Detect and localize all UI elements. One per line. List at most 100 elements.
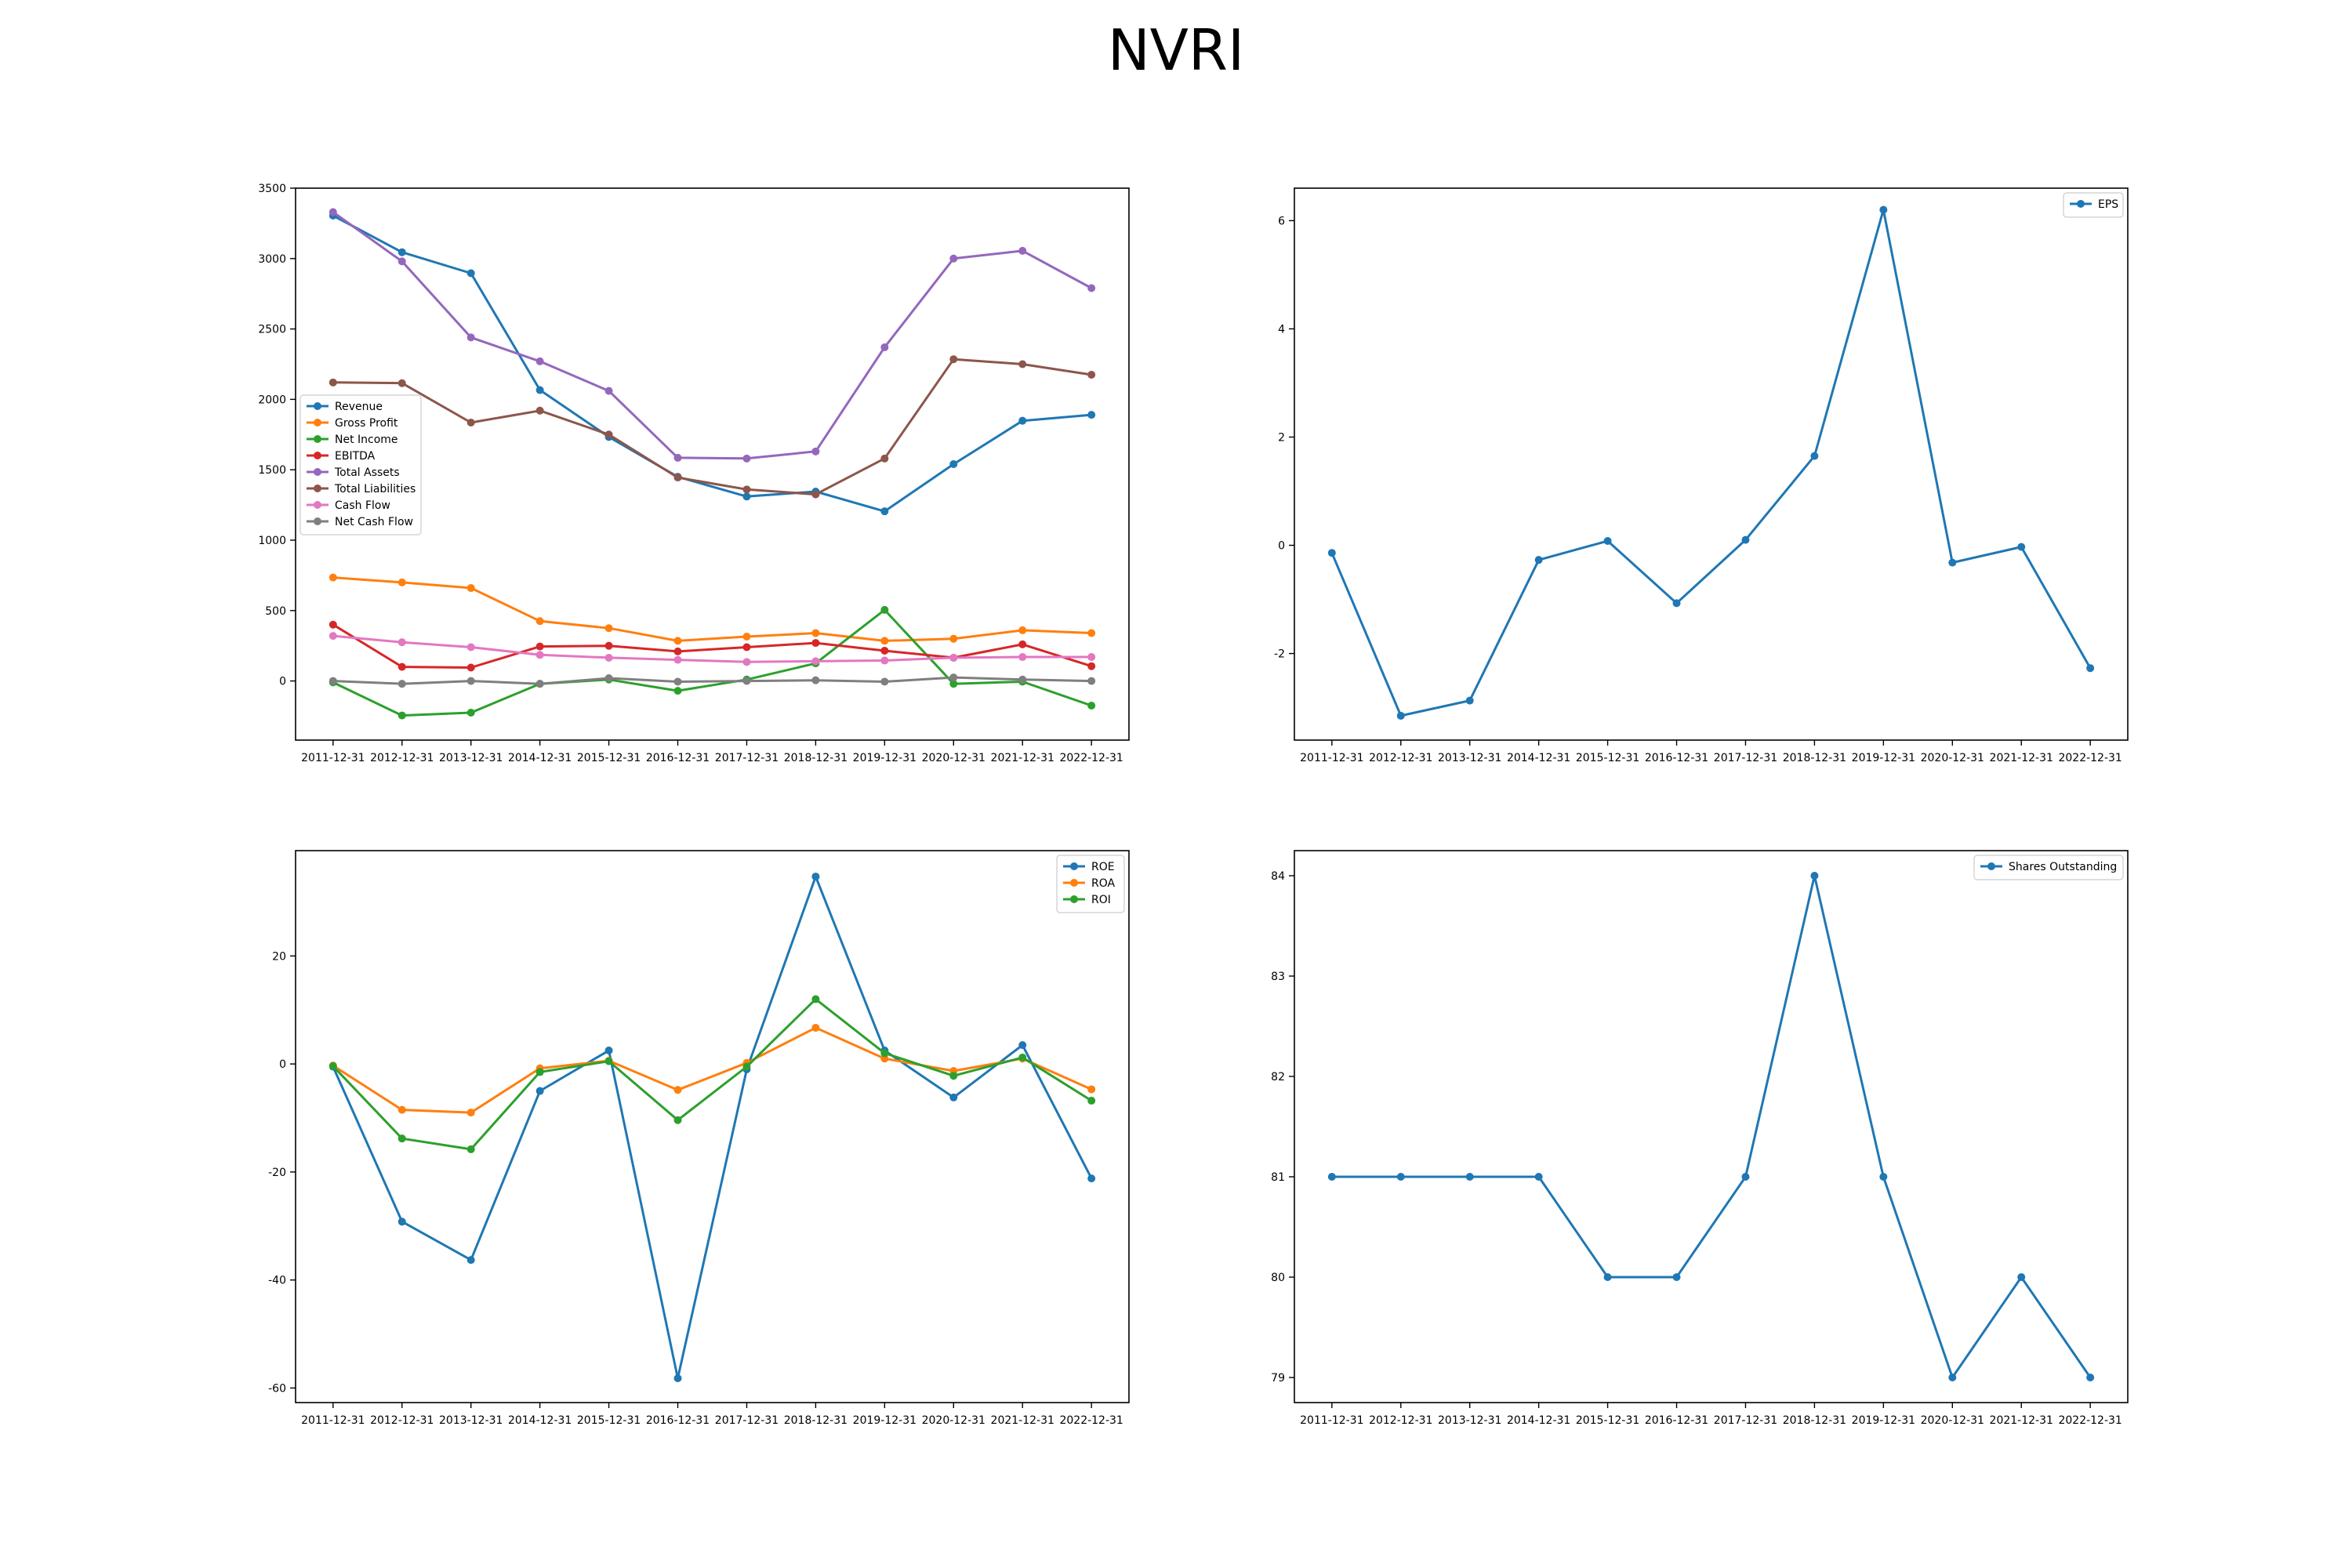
data-point [535, 357, 544, 365]
x-tick-label: 2022-12-31 [1059, 1414, 1123, 1427]
data-point [604, 387, 613, 395]
y-tick-label: 4 [1278, 323, 1285, 336]
x-tick-label: 2016-12-31 [1645, 1414, 1708, 1427]
legend-marker [314, 468, 321, 476]
data-point [1018, 416, 1027, 425]
data-point [1018, 1040, 1027, 1049]
series-line-ebitda [332, 623, 1092, 669]
series-line-net-income [332, 608, 1092, 717]
data-point [949, 1093, 958, 1102]
legend-marker [1987, 862, 1995, 870]
data-point [1087, 653, 1096, 662]
data-point [466, 1109, 475, 1117]
x-tick-label: 2011-12-31 [301, 1414, 365, 1427]
data-point [673, 474, 682, 482]
y-tick-label: 0 [279, 1058, 286, 1071]
data-point [880, 1049, 889, 1058]
page-title: NVRI [1107, 17, 1245, 83]
data-point [1018, 360, 1027, 368]
data-point [604, 653, 613, 662]
y-tick-label: 6 [1278, 215, 1285, 227]
y-tick-label: 1500 [258, 464, 286, 477]
data-point [673, 677, 682, 686]
data-point [397, 1105, 406, 1114]
chart-3: 2011-12-31 2012-12-31 2013-12-31 2014-12-31… [268, 850, 1130, 1427]
x-tick-label: 2021-12-31 [991, 1414, 1054, 1427]
series-line-roi [332, 997, 1092, 1151]
x-tick-label: 2020-12-31 [1921, 752, 1984, 764]
data-point [1603, 1273, 1612, 1281]
data-point [949, 680, 958, 688]
data-point [673, 647, 682, 655]
data-point [1603, 537, 1612, 546]
x-tick-label: 2019-12-31 [853, 1414, 916, 1427]
data-point [1396, 711, 1405, 720]
data-point [466, 333, 475, 342]
data-point [811, 447, 820, 456]
data-point [742, 1062, 751, 1071]
data-point [466, 1145, 475, 1153]
series-line-roa [332, 1026, 1092, 1114]
data-point [2086, 1374, 2095, 1381]
data-point [1534, 556, 1543, 564]
legend-marker [314, 452, 321, 459]
legend-marker [314, 435, 321, 443]
data-point [1087, 677, 1096, 685]
data-point [1087, 411, 1096, 419]
legend-label: Cash Flow [335, 499, 390, 512]
series-line-total-assets [332, 211, 1092, 460]
x-tick-label: 2019-12-31 [1852, 752, 1915, 764]
legend-label: Total Liabilities [334, 483, 416, 495]
data-point [397, 662, 406, 671]
chart-4: 2011-12-31 2012-12-31 2013-12-31 2014-12-31… [1271, 850, 2129, 1427]
data-point [811, 639, 820, 648]
legend: Shares Outstanding [1973, 855, 2124, 880]
data-point [811, 490, 820, 499]
y-tick-label: 0 [1278, 540, 1285, 553]
data-point [673, 453, 682, 462]
data-point [535, 617, 544, 626]
data-point [1810, 452, 1819, 460]
series-line-roe [332, 875, 1093, 1380]
x-tick-label: 2016-12-31 [646, 1414, 710, 1427]
y-tick-label: -2 [1274, 648, 1285, 661]
y-tick-label: 79 [1271, 1372, 1285, 1385]
data-point [604, 641, 613, 650]
data-point [742, 658, 751, 666]
data-point [466, 663, 475, 672]
x-tick-label: 2014-12-31 [1507, 1414, 1570, 1427]
data-point [880, 343, 889, 351]
legend: ROE ROA ROI [1056, 855, 1125, 913]
data-point [604, 673, 613, 682]
legend: EPS [2063, 192, 2124, 218]
y-tick-label: 0 [279, 676, 286, 688]
data-point [1087, 662, 1096, 670]
legend-label: Revenue [335, 401, 383, 413]
data-point [742, 454, 751, 463]
series-line-gross-profit [332, 576, 1092, 642]
data-point [949, 1072, 958, 1080]
data-point [949, 460, 958, 468]
data-point [535, 642, 544, 651]
x-tick-label: 2013-12-31 [439, 752, 503, 764]
data-point [604, 624, 613, 633]
plot-frame [1294, 187, 2129, 741]
data-point [1465, 696, 1474, 705]
plot-frame [1294, 850, 2129, 1403]
data-point [328, 677, 337, 685]
y-tick-label: 2000 [258, 394, 286, 406]
legend-marker [314, 419, 321, 426]
data-point [1018, 1053, 1027, 1062]
y-tick-label: 1000 [258, 535, 286, 547]
data-point [880, 656, 889, 665]
legend-box [2063, 192, 2124, 218]
data-point [604, 1046, 613, 1054]
data-point [673, 1116, 682, 1124]
data-point [811, 629, 820, 637]
y-tick-label: 83 [1271, 971, 1285, 983]
data-point [1018, 653, 1027, 662]
data-point [1810, 872, 1819, 880]
data-point [1087, 629, 1096, 637]
data-point [742, 485, 751, 494]
legend-label: Total Assets [334, 466, 400, 479]
